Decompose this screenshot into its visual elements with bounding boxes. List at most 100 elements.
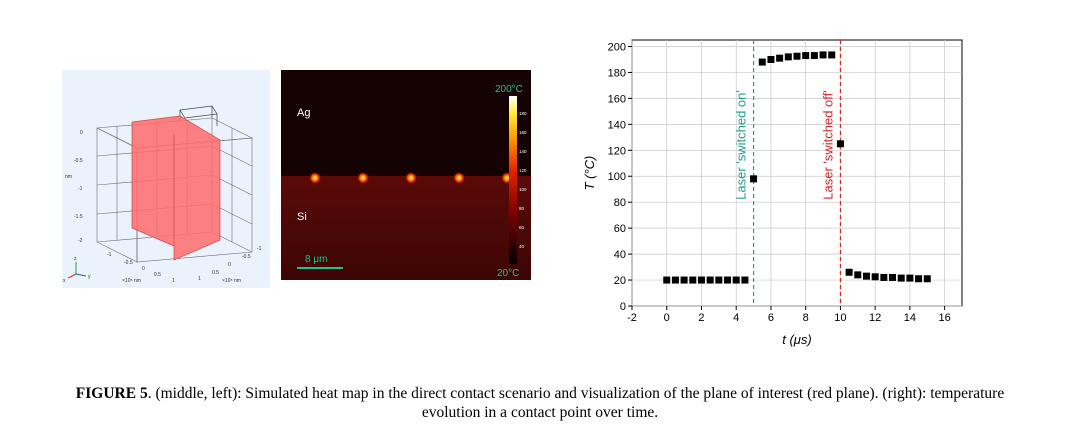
data-point (732, 276, 740, 284)
z-tick: -2 (78, 238, 83, 244)
plane-of-interest (131, 115, 221, 261)
caption-text: . (middle, left): Simulated heat map in … (147, 385, 1005, 421)
y-tick-label: 40 (614, 249, 626, 261)
colorbar-tick-label: 100 (519, 187, 527, 192)
colorbar-tick-label: 120 (519, 168, 527, 173)
colorbar-tick-label: 40 (519, 244, 525, 249)
plot-area (631, 39, 963, 307)
data-point (776, 54, 784, 62)
y-tick: -1 (257, 246, 262, 252)
event-line-label: Laser 'switched off' (820, 90, 835, 200)
data-point (862, 272, 870, 280)
heat-map: Ag Si 8 μm 200°C 20°C 180 160 140 120 100 80 6… (281, 70, 531, 280)
data-point (689, 276, 697, 284)
data-point (897, 274, 905, 282)
data-point (706, 276, 714, 284)
x-tick: 1 (172, 278, 175, 284)
colorbar-min-label: 20°C (497, 268, 519, 279)
caption-label: FIGURE 5 (75, 385, 148, 402)
data-point (750, 175, 758, 183)
triad-z-label: z (74, 256, 77, 262)
ag-label: Ag (297, 107, 310, 119)
heat-map-svg: Ag Si 8 μm 200°C 20°C 180 160 140 120 100 80 6… (281, 70, 531, 280)
x-tick-label: 12 (869, 312, 881, 324)
si-label: Si (297, 211, 307, 223)
data-point (889, 273, 897, 281)
hotspot (357, 172, 369, 184)
data-point (724, 276, 732, 284)
x-tick-label: -2 (627, 312, 637, 324)
y-tick-label: 140 (608, 119, 626, 131)
x-tick-label: 0 (664, 312, 670, 324)
colorbar-tick-label: 160 (519, 130, 527, 135)
simulation-3d-view: 0 -0.5 -1 -1.5 -2 nm -1 -0.5 0 0.5 1 ×10… (62, 70, 270, 288)
x-tick: -0.5 (124, 260, 133, 266)
z-tick: 0 (80, 130, 83, 136)
z-tick: -0.5 (74, 158, 83, 164)
event-line-label: Laser 'switched on' (734, 90, 749, 200)
hotspot (309, 172, 321, 184)
data-point (880, 273, 888, 281)
colorbar (509, 96, 517, 264)
y-tick-label: 0 (620, 301, 626, 313)
y-tick-label: 20 (614, 275, 626, 287)
colorbar-tick-label: 60 (519, 225, 525, 230)
y-tick-label: 180 (608, 67, 626, 79)
x-tick-label: 16 (939, 312, 951, 324)
y-tick: 1 (198, 276, 201, 282)
data-point (828, 51, 836, 59)
z-tick: -1 (78, 186, 83, 192)
x-tick-label: 2 (698, 312, 704, 324)
y-axis-label: T (°C) (582, 156, 597, 191)
y-tick: -0.5 (242, 254, 251, 260)
data-point (802, 52, 810, 60)
data-point (680, 276, 688, 284)
orientation-triad: z x y (63, 256, 91, 284)
data-point (741, 276, 749, 284)
data-point (819, 51, 827, 59)
temperature-chart-svg: -2 0 2 4 6 8 10 12 14 160204060801001201401601802… (582, 39, 963, 347)
colorbar-max-label: 200°C (495, 84, 523, 95)
x-tick-label: 8 (803, 312, 809, 324)
data-point (906, 274, 914, 282)
data-point (697, 276, 705, 284)
data-point (810, 52, 818, 60)
colorbar-tick-label: 140 (519, 149, 527, 154)
hotspot (405, 172, 417, 184)
data-point (871, 273, 879, 281)
colorbar-tick-label: 180 (519, 111, 527, 116)
y-tick-label: 100 (608, 171, 626, 183)
y-tick-label: 160 (608, 93, 626, 105)
scale-bar-label: 8 μm (305, 254, 327, 265)
triad-x-label: x (63, 278, 66, 284)
x-tick: 0.5 (154, 272, 161, 278)
data-point (663, 276, 671, 284)
ag-region (281, 70, 531, 176)
y-unit-label: ×10⁵ nm (222, 278, 241, 284)
axis-ticks: 0 -0.5 -1 -1.5 -2 nm -1 -0.5 0 0.5 1 ×10… (65, 130, 262, 284)
data-point (915, 275, 923, 283)
x-unit-label: ×10⁵ nm (122, 278, 141, 284)
x-tick-label: 10 (834, 312, 846, 324)
figure-caption: FIGURE 5. (middle, left): Simulated heat… (60, 384, 1020, 422)
temperature-chart: -2 0 2 4 6 8 10 12 14 16 0 20 40 60 80 100 120 140 160 180 2… (560, 20, 980, 360)
y-tick: 0.5 (212, 270, 219, 276)
data-point (793, 52, 801, 60)
z-tick: -1.5 (74, 214, 83, 220)
data-point (836, 140, 844, 148)
colorbar-ticks: 180 160 140 120 100 80 60 40 (519, 111, 527, 249)
x-tick-label: 6 (768, 312, 774, 324)
z-unit-label: nm (65, 174, 72, 180)
y-tick-label: 120 (608, 145, 626, 157)
y-tick-label: 60 (614, 223, 626, 235)
x-tick-label: 4 (733, 312, 739, 324)
y-tick-label: 80 (614, 197, 626, 209)
hotspot (453, 172, 465, 184)
x-tick: -1 (107, 252, 112, 258)
colorbar-tick-label: 80 (519, 206, 525, 211)
x-tick: 0 (142, 266, 145, 272)
data-point (784, 53, 792, 61)
triad-y-label: y (88, 274, 91, 280)
y-tick-label: 200 (608, 41, 626, 53)
x-axis-label: t (μs) (782, 332, 812, 347)
